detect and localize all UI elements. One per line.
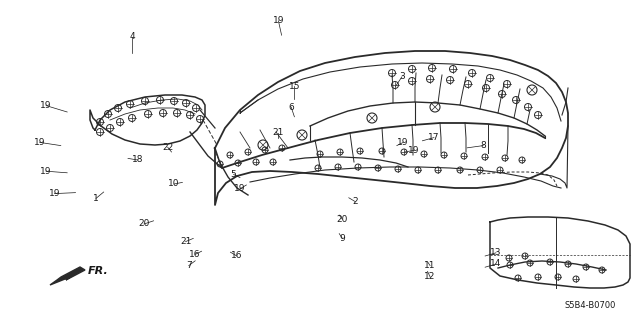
Text: 18: 18 [132, 156, 143, 164]
Text: 16: 16 [231, 252, 243, 260]
Text: 8: 8 [481, 141, 486, 150]
Text: 12: 12 [424, 272, 436, 281]
Text: 2: 2 [353, 197, 358, 206]
Text: 21: 21 [273, 128, 284, 137]
Text: 19: 19 [234, 184, 246, 193]
Text: 1: 1 [93, 194, 99, 203]
Text: S5B4-B0700: S5B4-B0700 [564, 300, 616, 309]
Text: 11: 11 [424, 261, 436, 270]
Text: 21: 21 [180, 237, 191, 246]
Text: 16: 16 [189, 250, 201, 259]
Text: 19: 19 [273, 16, 284, 25]
Text: 20: 20 [138, 220, 150, 228]
Text: 19: 19 [40, 167, 52, 176]
Text: 4: 4 [130, 32, 135, 41]
Text: FR.: FR. [88, 266, 109, 276]
Text: 7: 7 [186, 261, 191, 270]
Text: 5: 5 [231, 170, 236, 179]
Text: 17: 17 [428, 133, 440, 142]
Text: 19: 19 [397, 138, 409, 147]
Text: 13: 13 [490, 248, 502, 257]
Text: 22: 22 [162, 143, 173, 152]
Text: 19: 19 [408, 146, 420, 155]
Text: 19: 19 [49, 189, 60, 198]
Text: 19: 19 [40, 101, 52, 110]
Text: 15: 15 [289, 82, 300, 91]
Text: 19: 19 [34, 138, 45, 147]
Text: 20: 20 [337, 215, 348, 224]
Text: 3: 3 [399, 72, 404, 81]
Text: 14: 14 [490, 260, 502, 268]
Text: 6: 6 [289, 103, 294, 112]
Text: 9: 9 [340, 234, 345, 243]
Polygon shape [50, 267, 85, 285]
Text: 10: 10 [168, 180, 180, 188]
